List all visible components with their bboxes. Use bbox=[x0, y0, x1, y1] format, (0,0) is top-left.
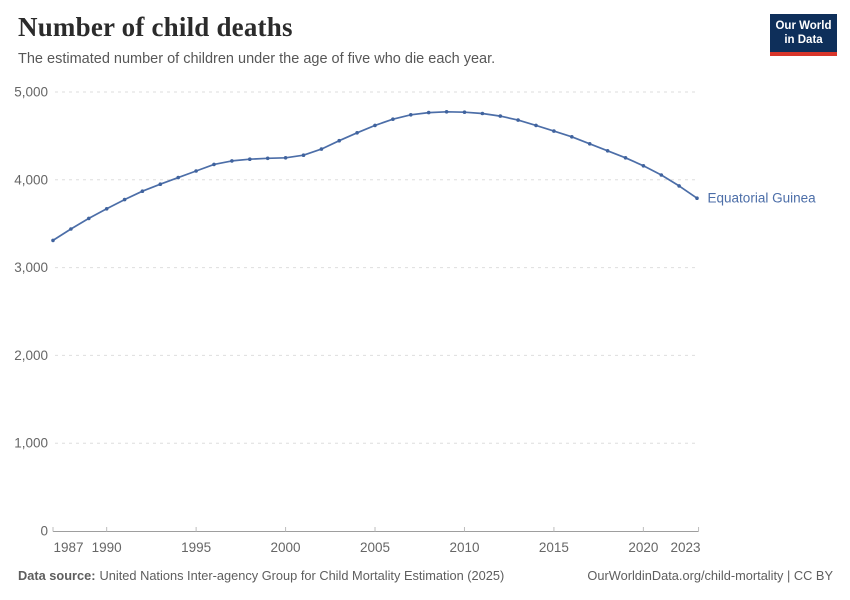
data-point[interactable] bbox=[498, 114, 503, 118]
data-source-label: Data source: bbox=[18, 568, 96, 583]
x-axis-tick-label: 2015 bbox=[539, 540, 569, 555]
data-point[interactable] bbox=[122, 197, 127, 202]
x-axis-tick-label: 2023 bbox=[670, 540, 700, 555]
data-point[interactable] bbox=[212, 162, 216, 167]
data-point[interactable] bbox=[176, 175, 180, 180]
data-line[interactable] bbox=[52, 110, 698, 242]
data-point[interactable] bbox=[373, 123, 377, 128]
data-point[interactable] bbox=[641, 164, 646, 168]
data-point[interactable] bbox=[570, 135, 574, 139]
data-point[interactable] bbox=[265, 156, 270, 161]
x-axis-tick-label: 2020 bbox=[628, 540, 658, 555]
data-point[interactable] bbox=[158, 182, 163, 186]
data-source: Data source: United Nations Inter-agency … bbox=[18, 568, 504, 583]
y-axis-tick-label: 2,000 bbox=[14, 348, 48, 363]
data-point[interactable] bbox=[480, 111, 485, 116]
x-axis-tick-label: 2010 bbox=[449, 540, 479, 555]
x-axis-tick-label: 1995 bbox=[181, 540, 211, 555]
page-title: Number of child deaths bbox=[18, 12, 293, 42]
data-point[interactable] bbox=[462, 110, 467, 114]
data-point[interactable] bbox=[140, 189, 145, 193]
data-point[interactable] bbox=[283, 156, 288, 160]
owid-logo-line2: in Data bbox=[784, 33, 823, 46]
data-point[interactable] bbox=[69, 227, 73, 231]
data-point[interactable] bbox=[605, 149, 610, 153]
y-axis-tick-label: 5,000 bbox=[14, 85, 48, 100]
data-point[interactable] bbox=[409, 113, 413, 117]
data-point[interactable] bbox=[587, 142, 592, 146]
data-point[interactable] bbox=[248, 157, 252, 161]
data-point[interactable] bbox=[695, 196, 699, 200]
data-point[interactable] bbox=[444, 110, 449, 114]
data-point[interactable] bbox=[659, 173, 664, 177]
owid-logo-red-bar bbox=[770, 52, 837, 56]
data-point[interactable] bbox=[552, 129, 556, 133]
x-axis-tick-label: 2000 bbox=[271, 540, 301, 555]
owid-logo-line1: Our World bbox=[775, 20, 832, 32]
data-point[interactable] bbox=[391, 117, 395, 121]
chart-footer: Data source: United Nations Inter-agency … bbox=[18, 568, 833, 583]
data-point[interactable] bbox=[301, 153, 306, 157]
y-axis-tick-label: 3,000 bbox=[14, 260, 48, 275]
y-axis-tick-label: 1,000 bbox=[14, 436, 48, 451]
chart-subtitle: The estimated number of children under t… bbox=[18, 51, 496, 67]
x-axis-tick-label: 2005 bbox=[360, 540, 390, 555]
owid-logo[interactable]: Our World in Data bbox=[770, 14, 837, 56]
data-point[interactable] bbox=[51, 238, 55, 243]
data-point[interactable] bbox=[319, 147, 324, 151]
data-point[interactable] bbox=[194, 169, 198, 173]
x-axis-tick-label: 1987 bbox=[54, 540, 84, 555]
data-point[interactable] bbox=[677, 184, 681, 188]
data-source-text: United Nations Inter-agency Group for Ch… bbox=[99, 568, 505, 583]
data-point[interactable] bbox=[230, 159, 234, 163]
data-point[interactable] bbox=[516, 118, 520, 122]
y-axis-tick-label: 4,000 bbox=[14, 172, 48, 187]
y-axis-tick-label: 0 bbox=[40, 524, 48, 539]
entity-label[interactable]: Equatorial Guinea bbox=[708, 191, 817, 206]
owid-logo-box: Our World in Data bbox=[770, 14, 837, 52]
data-point[interactable] bbox=[104, 207, 109, 211]
data-point[interactable] bbox=[623, 156, 628, 160]
data-point[interactable] bbox=[534, 123, 538, 128]
x-axis-tick-label: 1990 bbox=[92, 540, 122, 555]
data-point[interactable] bbox=[87, 216, 91, 221]
data-point[interactable] bbox=[337, 138, 342, 143]
license-link[interactable]: OurWorldinData.org/child-mortality | CC … bbox=[587, 568, 833, 583]
data-point[interactable] bbox=[355, 131, 359, 135]
data-point[interactable] bbox=[426, 110, 431, 115]
